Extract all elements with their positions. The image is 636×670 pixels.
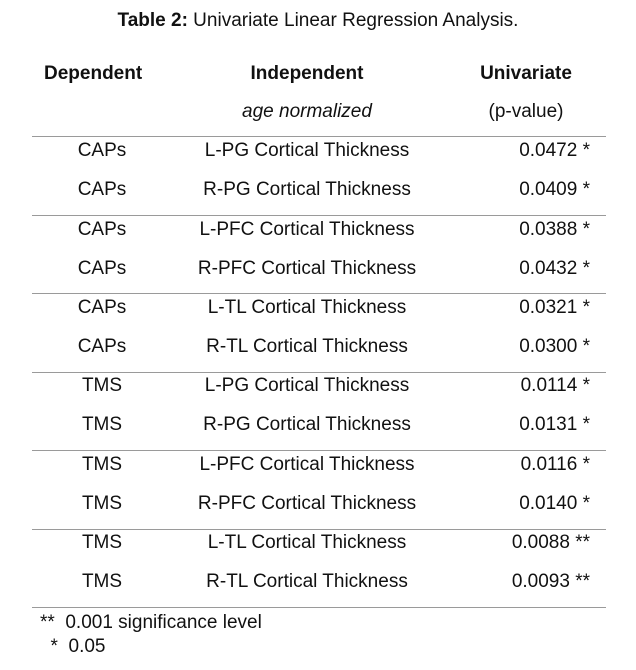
cell-univariate: 0.0088 **	[511, 532, 590, 553]
cell-univariate: 0.0140 *	[519, 493, 590, 514]
group-divider	[32, 215, 606, 216]
table-caption: Table 2: Univariate Linear Regression An…	[0, 10, 636, 32]
footnote-significance-001: ** 0.001 significance level	[40, 612, 262, 633]
cell-univariate: 0.0131 *	[519, 414, 590, 435]
cell-dependent: TMS	[81, 414, 123, 435]
cell-dependent: CAPs	[77, 258, 127, 279]
group-divider	[32, 372, 606, 373]
cell-univariate: 0.0388 *	[519, 219, 590, 240]
cell-independent: L-PFC Cortical Thickness	[199, 219, 415, 240]
group-divider	[32, 136, 606, 137]
cell-univariate: 0.0114 *	[520, 375, 590, 396]
cell-independent: L-TL Cortical Thickness	[207, 297, 407, 318]
cell-univariate: 0.0300 *	[519, 336, 590, 357]
group-divider	[32, 293, 606, 294]
cell-independent: R-TL Cortical Thickness	[206, 336, 408, 357]
cell-dependent: CAPs	[77, 297, 127, 318]
cell-univariate: 0.0321 *	[519, 297, 590, 318]
cell-independent: L-PG Cortical Thickness	[204, 140, 410, 161]
cell-independent: R-PFC Cortical Thickness	[197, 493, 417, 514]
cell-dependent: TMS	[81, 571, 123, 592]
table-row: TMS R-TL Cortical Thickness 0.0093 **	[0, 563, 636, 602]
cell-dependent: TMS	[81, 493, 123, 514]
table-row: CAPs R-TL Cortical Thickness 0.0300 *	[0, 328, 636, 367]
cell-univariate: 0.0432 *	[519, 258, 590, 279]
header-univariate-sub: (p-value)	[488, 101, 564, 122]
cell-independent: R-PG Cortical Thickness	[203, 179, 411, 200]
table-row: CAPs R-PG Cortical Thickness 0.0409 *	[0, 171, 636, 210]
group-divider	[32, 607, 606, 608]
cell-univariate: 0.0472 *	[519, 140, 590, 161]
table-caption-label: Table 2:	[117, 10, 188, 31]
cell-independent: L-TL Cortical Thickness	[207, 532, 407, 553]
table-row: CAPs L-PFC Cortical Thickness 0.0388 *	[0, 211, 636, 250]
table-row: CAPs L-TL Cortical Thickness 0.0321 *	[0, 289, 636, 328]
cell-dependent: CAPs	[77, 219, 127, 240]
table-row: CAPs R-PFC Cortical Thickness 0.0432 *	[0, 250, 636, 289]
cell-independent: R-TL Cortical Thickness	[206, 571, 408, 592]
table-row: TMS R-PG Cortical Thickness 0.0131 *	[0, 406, 636, 445]
cell-independent: R-PFC Cortical Thickness	[197, 258, 417, 279]
group-divider	[32, 529, 606, 530]
header-univariate: Univariate	[480, 63, 572, 84]
cell-dependent: TMS	[81, 454, 123, 475]
cell-independent: L-PFC Cortical Thickness	[199, 454, 415, 475]
header-independent: Independent	[250, 63, 364, 84]
table-row: TMS L-PFC Cortical Thickness 0.0116 *	[0, 446, 636, 485]
table-row: TMS R-PFC Cortical Thickness 0.0140 *	[0, 485, 636, 524]
cell-univariate: 0.0409 *	[519, 179, 590, 200]
cell-univariate: 0.0116 *	[520, 454, 590, 475]
cell-dependent: CAPs	[77, 336, 127, 357]
table-row: TMS L-TL Cortical Thickness 0.0088 **	[0, 524, 636, 563]
cell-dependent: TMS	[81, 375, 123, 396]
cell-univariate: 0.0093 **	[511, 571, 590, 592]
cell-independent: R-PG Cortical Thickness	[203, 414, 411, 435]
cell-dependent: CAPs	[77, 179, 127, 200]
table-caption-text: Univariate Linear Regression Analysis.	[187, 10, 519, 31]
cell-dependent: TMS	[81, 532, 123, 553]
header-dependent: Dependent	[44, 63, 143, 84]
group-divider	[32, 450, 606, 451]
header-independent-sub: age normalized	[242, 101, 372, 122]
cell-dependent: CAPs	[77, 140, 127, 161]
table-row: CAPs L-PG Cortical Thickness 0.0472 *	[0, 132, 636, 171]
footnote-significance-005: * 0.05	[40, 636, 106, 657]
cell-independent: L-PG Cortical Thickness	[204, 375, 410, 396]
table-row: TMS L-PG Cortical Thickness 0.0114 *	[0, 367, 636, 406]
